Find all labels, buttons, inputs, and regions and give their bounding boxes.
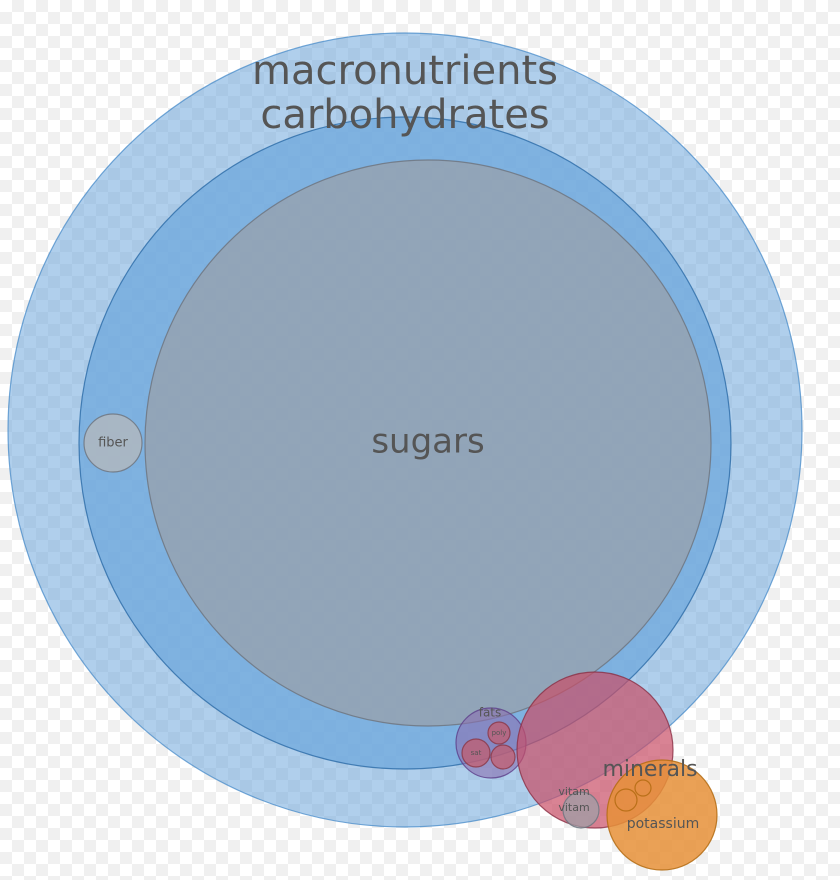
node-sugars — [145, 160, 711, 726]
node-fats-sub2 — [488, 722, 510, 744]
node-vitamins — [563, 792, 599, 828]
node-fiber — [84, 414, 142, 472]
circle-packing-svg: macronutrientscarbohydratessugarsfiberfa… — [0, 0, 840, 880]
chart-canvas: macronutrientscarbohydratessugarsfiberfa… — [0, 0, 840, 880]
node-fats-sub1 — [462, 739, 490, 767]
node-potassium — [607, 760, 717, 870]
node-fats-sub3 — [491, 745, 515, 769]
